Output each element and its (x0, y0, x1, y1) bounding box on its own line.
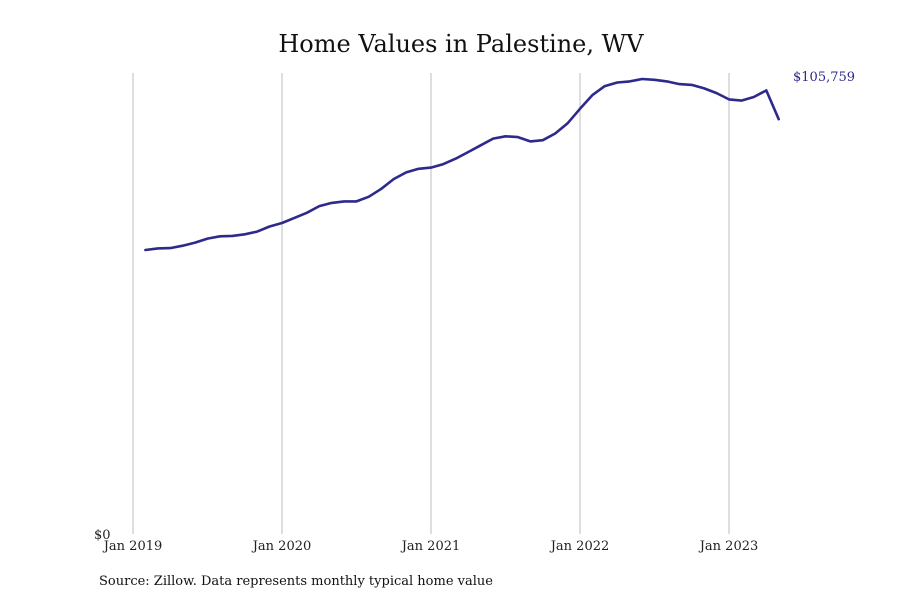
x-tick-label-2019: Jan 2019 (102, 539, 163, 554)
gridlines (132, 73, 730, 534)
series-group (144, 77, 781, 252)
x-axis-ticks: Jan 2019 Jan 2020 Jan 2021 Jan 2022 Jan 2023 (102, 539, 759, 554)
home-value-series-line (144, 77, 781, 252)
x-tick-label-2020: Jan 2020 (251, 539, 312, 554)
x-tick-label-2022: Jan 2022 (549, 539, 610, 554)
chart-title: Home Values in Palestine, WV (278, 30, 644, 58)
y-axis-zero-label: $0 (94, 528, 111, 543)
source-note: Source: Zillow. Data represents monthly … (99, 574, 493, 589)
x-tick-label-2021: Jan 2021 (400, 539, 461, 554)
x-tick-label-2023: Jan 2023 (698, 539, 759, 554)
last-value-label: $105,759 (793, 70, 855, 85)
